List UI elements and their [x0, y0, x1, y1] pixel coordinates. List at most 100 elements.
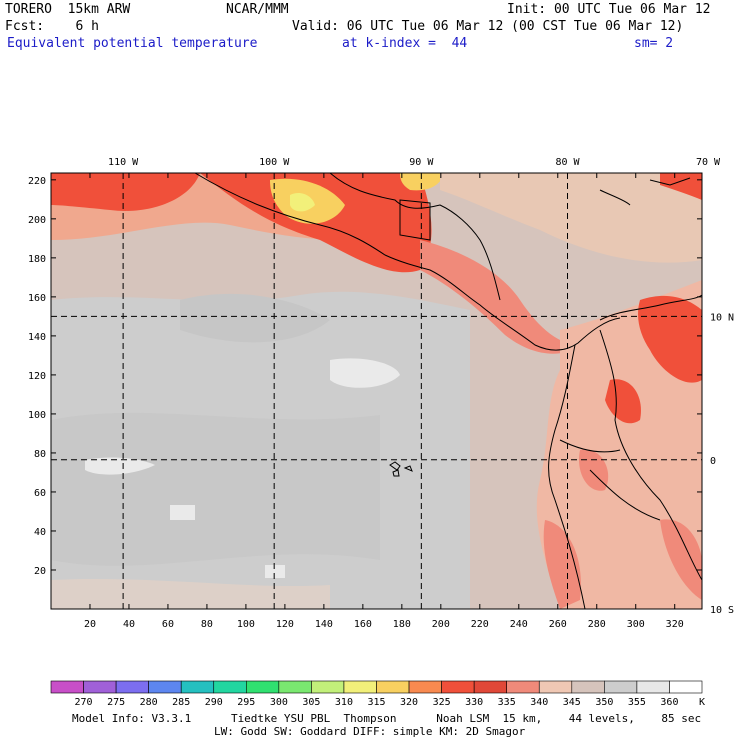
field-caribbean-red — [660, 173, 702, 200]
field-light-patch-3 — [170, 505, 195, 520]
colorbar-swatch — [311, 680, 345, 694]
colorbar-swatch — [408, 680, 442, 694]
x-tick-label: 80 — [201, 619, 213, 630]
coastline-antilles — [599, 177, 691, 206]
y-axis-ticks: 220 200 180 160 140 120 100 80 60 40 20 — [28, 176, 702, 577]
colorbar-label: 290 — [205, 697, 223, 708]
x-tick-label: 100 — [237, 619, 255, 630]
colorbar-label: 285 — [172, 697, 190, 708]
colorbar-swatch — [571, 680, 605, 694]
y-tick-label: 80 — [34, 449, 46, 460]
border-ecuador-peru — [589, 469, 661, 521]
map-frame — [50, 172, 703, 610]
border-colombia-ecuador — [559, 439, 621, 453]
colorbar-swatch — [604, 680, 638, 694]
y-tick-label: 180 — [28, 254, 46, 265]
x-tick-label: 220 — [471, 619, 489, 630]
init-time: Init: 00 UTC Tue 06 Mar 12 — [507, 2, 711, 17]
y-tick-label: 160 — [28, 293, 46, 304]
x-tick-label: 20 — [84, 619, 96, 630]
x-tick-label: 120 — [276, 619, 294, 630]
colorbar-swatch — [538, 680, 573, 694]
field-isthmus — [420, 240, 580, 354]
field-venezuela-red — [638, 295, 702, 383]
colorbar-swatch — [473, 680, 507, 694]
colorbar-swatch — [246, 680, 280, 694]
colorbar: 270 275 280 285 290 295 300 305 310 315 320 325 330 3… — [50, 680, 705, 708]
x-tick-label: 40 — [123, 619, 135, 630]
y-tick-label: 20 — [34, 566, 46, 577]
graticule — [51, 173, 702, 609]
field-name: Equivalent potential temperature — [7, 36, 258, 51]
field-mexico-warm-2 — [400, 173, 445, 191]
colorbar-swatch — [636, 680, 670, 694]
colorbar-label: 345 — [563, 697, 581, 708]
coastline-pacific-central-america — [194, 173, 621, 351]
field-peru-pink — [543, 520, 581, 609]
model-info-line-1: Model Info: V3.3.1 Tiedtke YSU PBL Thomp… — [72, 712, 702, 725]
x-tick-label: 320 — [666, 619, 684, 630]
colorbar-label: 295 — [237, 697, 255, 708]
x-tick-label: 280 — [588, 619, 606, 630]
x-tick-label: 260 — [549, 619, 567, 630]
colorbar-label: 325 — [433, 697, 451, 708]
y-tick-label: 200 — [28, 215, 46, 226]
map-fill — [51, 173, 702, 609]
longitude-label: 100 W — [259, 157, 290, 168]
colorbar-label: 310 — [335, 697, 353, 708]
latitude-label: 10 N — [710, 312, 734, 323]
colorbar-swatch — [278, 680, 312, 694]
latitude-label: 0 — [710, 456, 716, 467]
colorbar-swatch — [506, 680, 540, 694]
longitude-label: 80 W — [555, 157, 580, 168]
smoothing: sm= 2 — [634, 36, 674, 51]
border-guatemala — [399, 199, 431, 241]
y-tick-label: 120 — [28, 371, 46, 382]
colorbar-label: 355 — [628, 697, 646, 708]
coastlines — [194, 173, 702, 609]
field-light-patch-2 — [85, 457, 155, 475]
valid-time: Valid: 06 UTC Tue 06 Mar 12 (00 CST Tue … — [292, 19, 684, 34]
colorbar-swatch — [83, 680, 117, 694]
x-tick-label: 160 — [354, 619, 372, 630]
y-tick-label: 40 — [34, 527, 46, 538]
x-tick-label: 200 — [432, 619, 450, 630]
x-tick-label: 300 — [627, 619, 645, 630]
level-index: at k-index = 44 — [342, 36, 468, 51]
colorbar-label: 275 — [107, 697, 125, 708]
model-name: TORERO 15km ARW — [5, 2, 131, 17]
field-colombia-red — [605, 379, 641, 424]
colorbar-swatch — [180, 680, 215, 694]
coastline-caribbean-south-america — [599, 294, 702, 321]
coastline-pacific-south-america — [548, 344, 586, 609]
colorbar-swatch — [115, 680, 149, 694]
colorbar-label: 315 — [367, 697, 385, 708]
field-light-patch-4 — [265, 565, 285, 578]
y-tick-label: 60 — [34, 488, 46, 499]
longitude-label: 70 W — [696, 157, 721, 168]
colorbar-swatch — [669, 680, 703, 694]
longitude-label: 110 W — [108, 157, 139, 168]
colorbar-unit: K — [699, 697, 705, 708]
field-south-tan — [51, 578, 330, 609]
galapagos-islands — [389, 461, 413, 477]
colorbar-swatch — [441, 680, 475, 694]
field-gray-band — [51, 412, 380, 566]
latitude-label: 10 S — [710, 605, 734, 616]
x-tick-label: 140 — [315, 619, 333, 630]
model-info-line-2: LW: Godd SW: Goddard DIFF: simple KM: 2D… — [214, 725, 526, 738]
colorbar-label: 320 — [400, 697, 418, 708]
colorbar-label: 305 — [302, 697, 320, 708]
y-tick-label: 220 — [28, 176, 46, 187]
field-gray-patch — [180, 293, 330, 343]
y-tick-label: 140 — [28, 332, 46, 343]
colorbar-swatch — [50, 680, 84, 694]
colorbar-swatch — [213, 680, 247, 694]
colorbar-label: 340 — [530, 697, 548, 708]
coastline-mexico-gulf — [329, 173, 501, 301]
colorbar-label: 350 — [595, 697, 613, 708]
colorbar-label: 280 — [140, 697, 158, 708]
colorbar-swatch — [343, 680, 377, 694]
colorbar-swatch — [148, 680, 182, 694]
